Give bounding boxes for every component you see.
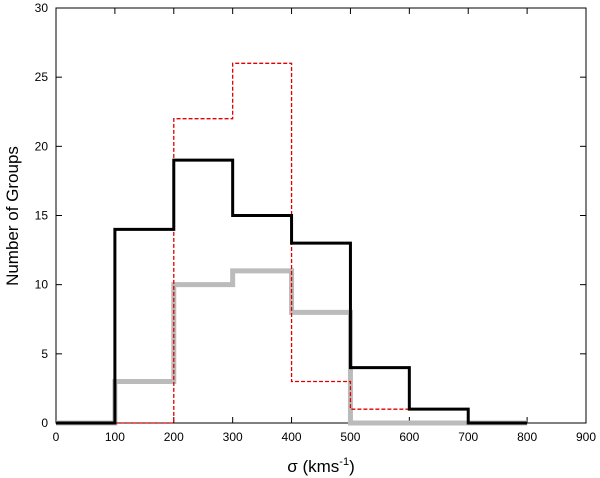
y-tick-label: 20: [35, 139, 49, 153]
x-tick-label: 100: [105, 430, 125, 444]
y-tick-label: 10: [35, 278, 49, 292]
x-axis-label-superscript: -1: [339, 456, 349, 468]
x-tick-label: 400: [282, 430, 302, 444]
x-axis-label: σ (kms-1): [287, 456, 355, 476]
x-tick-label: 600: [399, 430, 419, 444]
plot-frame: [55, 7, 587, 424]
series-2-step-line: [56, 158, 528, 425]
series-layer: [56, 62, 528, 426]
series-1-step-line: [114, 62, 410, 424]
x-tick-label: 800: [517, 430, 537, 444]
x-tick-label: 300: [223, 430, 243, 444]
x-tick-label: 500: [340, 430, 360, 444]
tick-labels: 0 100 200 300 400 500 600 700 800 900 0 5 10 15 20 25 30: [35, 1, 597, 444]
x-tick-label: 900: [576, 430, 596, 444]
y-tick-label: 0: [41, 416, 48, 430]
series-0-step-line: [56, 268, 528, 426]
y-tick-label: 5: [41, 347, 48, 361]
axis-ticks: [55, 7, 587, 424]
y-tick-label: 15: [35, 209, 49, 223]
x-axis-label-main: σ (kms: [287, 457, 339, 476]
x-tick-label: 700: [458, 430, 478, 444]
x-tick-label: 200: [164, 430, 184, 444]
y-tick-label: 30: [35, 1, 49, 15]
x-axis-label-close: ): [349, 457, 355, 476]
x-tick-label: 0: [53, 430, 60, 444]
y-tick-label: 25: [35, 70, 49, 84]
y-axis-label: Number of Groups: [3, 146, 22, 286]
